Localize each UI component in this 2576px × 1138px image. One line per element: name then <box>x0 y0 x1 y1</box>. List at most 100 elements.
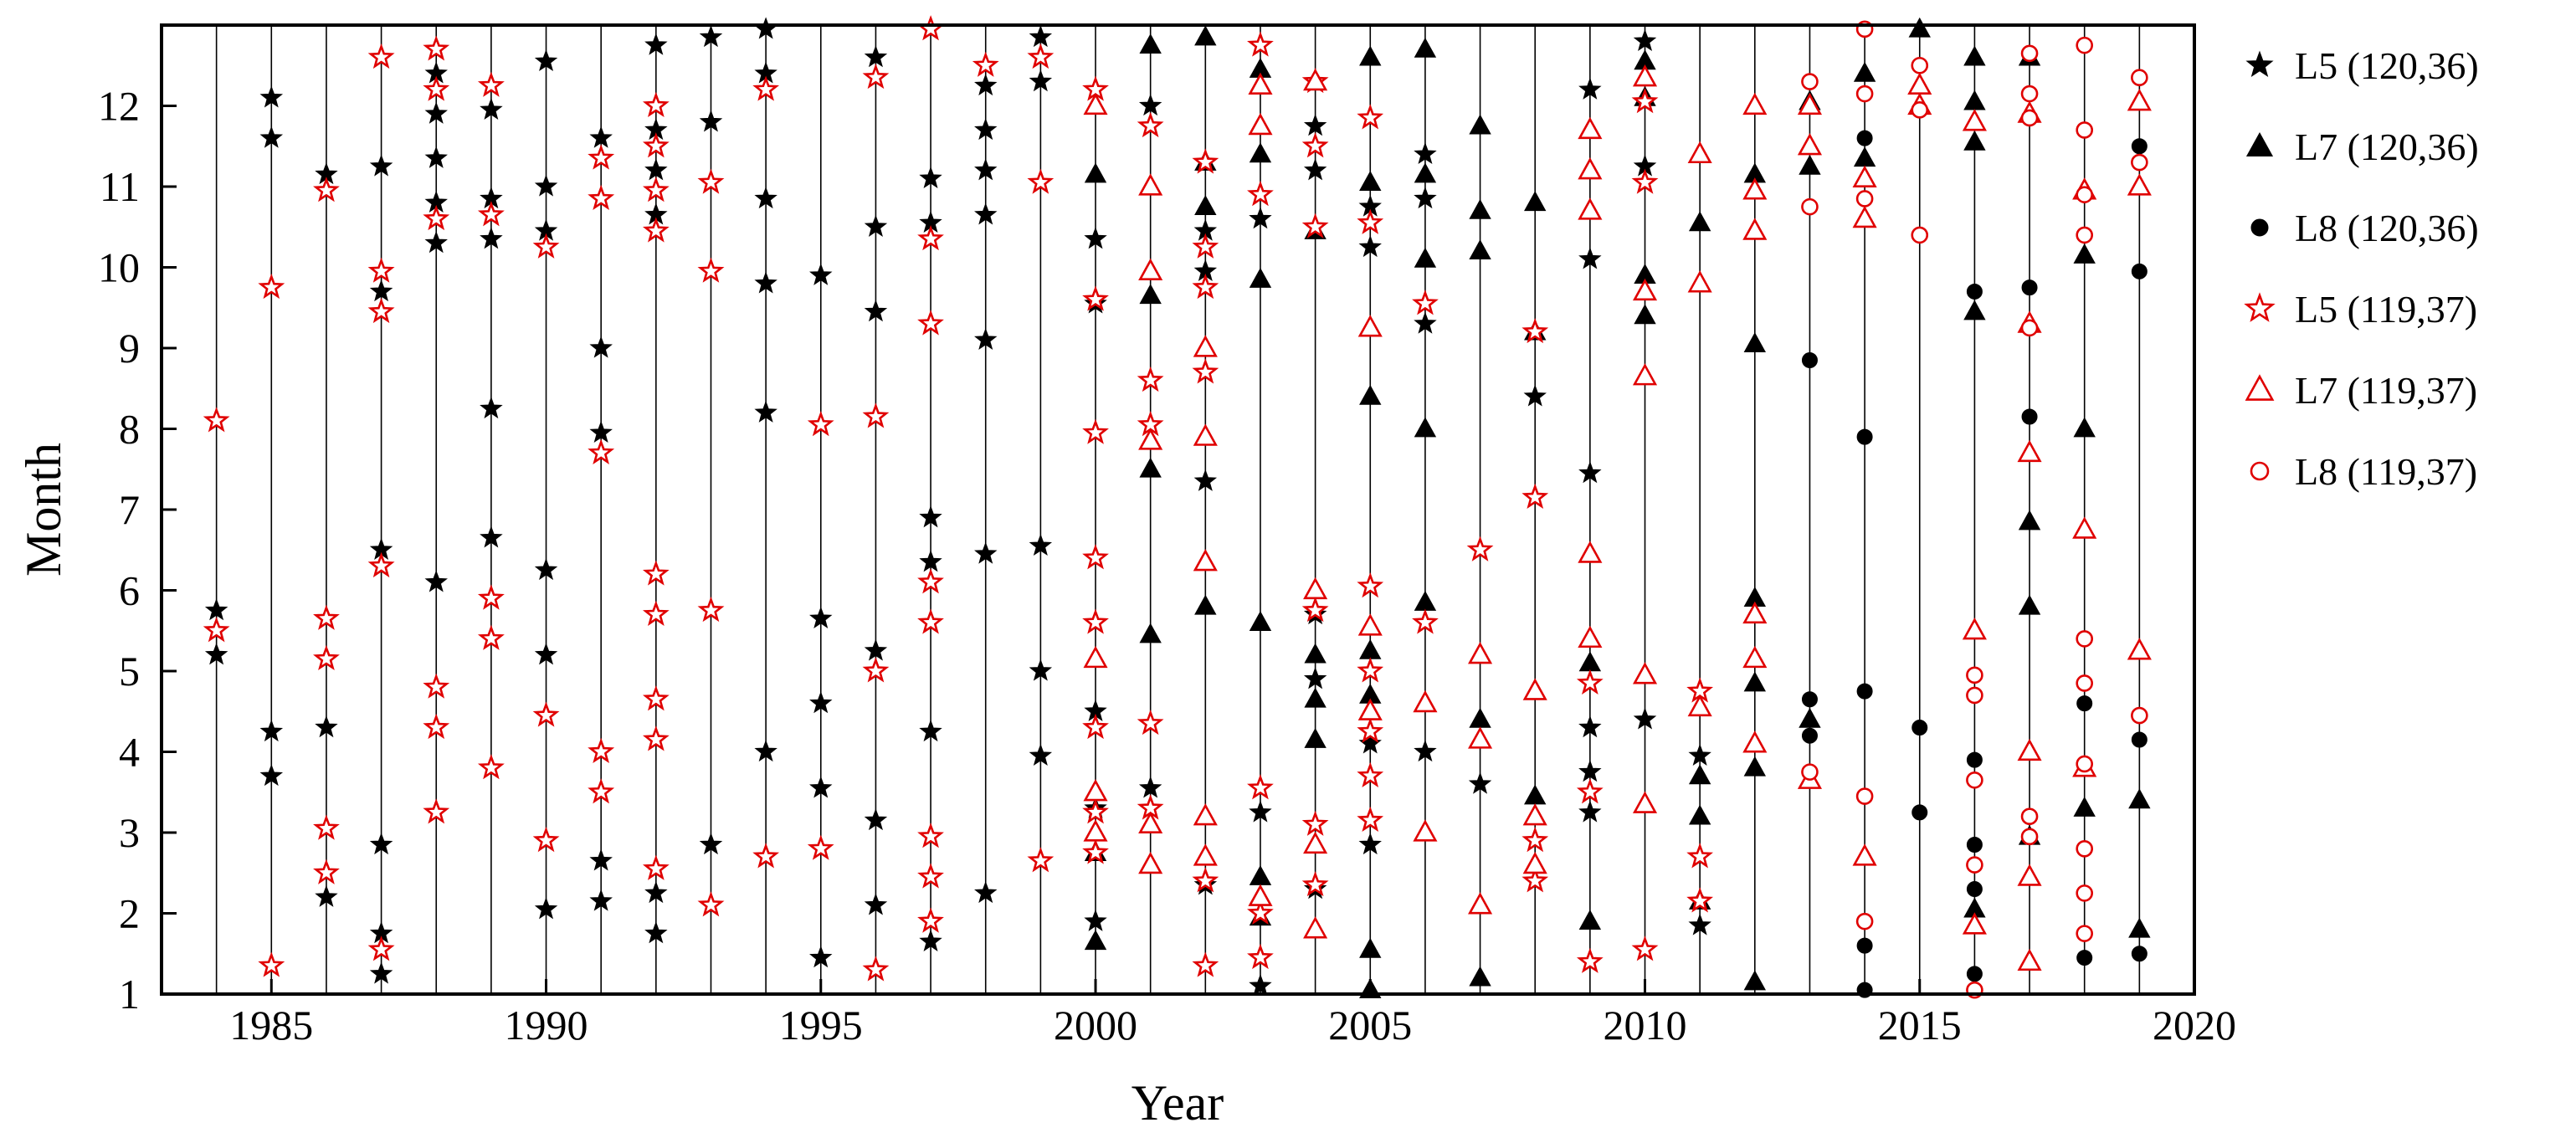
star-point <box>1357 572 1384 598</box>
star-point <box>534 49 558 72</box>
star-point <box>1249 800 1272 823</box>
triangle-point <box>1359 638 1382 659</box>
circle-point <box>1911 101 1929 119</box>
circle-point <box>2131 153 2148 172</box>
legend-entry: L8 (120,36) <box>2250 207 2479 249</box>
star-point <box>807 410 834 437</box>
y-tick-label: 2 <box>119 890 140 937</box>
star-point <box>367 936 395 961</box>
triangle-point <box>2017 864 2042 886</box>
triangle-point <box>2127 638 2152 660</box>
star-point <box>367 297 395 324</box>
star-point <box>1686 843 1714 869</box>
star-point <box>1082 838 1109 864</box>
circle-point <box>1911 56 1929 74</box>
star-point <box>1247 899 1274 925</box>
legend-label: L7 (119,37) <box>2295 369 2477 412</box>
star-point <box>1249 973 1272 997</box>
y-tick-label: 12 <box>98 83 140 130</box>
circle-point <box>1855 912 1874 930</box>
triangle-point <box>2017 948 2042 971</box>
triangle-point <box>1138 258 1163 280</box>
triangle-point <box>1194 594 1217 615</box>
star-point <box>367 43 395 69</box>
star-point <box>1414 740 1437 762</box>
triangle-point <box>1962 618 1987 640</box>
star-point <box>1357 761 1384 788</box>
x-tick-label: 2005 <box>1328 1002 1412 1048</box>
circle-point <box>1966 836 1983 853</box>
triangle-point <box>1963 90 1986 110</box>
star-point <box>917 823 944 848</box>
triangle-point <box>1193 549 1218 572</box>
triangle-point <box>1522 678 1547 700</box>
star-point <box>697 891 725 917</box>
star-point <box>752 75 780 101</box>
triangle-point <box>1963 130 1986 151</box>
star-point <box>480 525 503 548</box>
triangle-point <box>1193 335 1218 357</box>
star-point <box>642 177 670 202</box>
legend-label: L5 (120,36) <box>2295 44 2479 87</box>
star-point <box>1688 913 1711 936</box>
triangle-point <box>1248 112 1273 136</box>
star-point <box>1192 233 1219 259</box>
star-point <box>1192 951 1219 977</box>
triangle-point <box>1414 37 1437 58</box>
star-point <box>917 224 944 251</box>
triangle-point <box>1083 645 1108 669</box>
triangle-point <box>1414 247 1437 268</box>
star-point <box>589 889 613 911</box>
x-axis-title: Year <box>1131 1075 1224 1130</box>
triangle-point <box>1303 577 1328 600</box>
triangle-point <box>1963 300 1986 320</box>
triangle-point <box>1083 819 1108 842</box>
circle-point <box>1855 190 1874 208</box>
star-point <box>369 154 393 177</box>
triangle-point <box>2017 439 2042 463</box>
star-point <box>1082 418 1109 444</box>
triangle-point <box>1522 851 1547 874</box>
triangle-point <box>1084 162 1107 183</box>
circle-point <box>2020 807 2039 826</box>
star-point <box>1576 778 1604 804</box>
triangle-point <box>1359 45 1382 66</box>
star-point <box>642 725 670 751</box>
triangle-point <box>1357 698 1383 720</box>
triangle-point <box>1578 157 1603 180</box>
circle-point <box>1966 966 1983 982</box>
triangle-point <box>1688 211 1711 232</box>
star-point <box>1082 608 1109 634</box>
star-point <box>697 168 725 194</box>
star-point <box>974 880 998 904</box>
star-point <box>1357 208 1384 234</box>
star-point <box>752 843 780 869</box>
triangle-point <box>1687 694 1712 717</box>
triangle-point <box>1469 239 1491 260</box>
triangle-point <box>1083 92 1108 115</box>
star-point <box>1249 207 1272 229</box>
star-point <box>369 279 393 302</box>
triangle-point <box>1742 730 1768 753</box>
triangle-point <box>1632 363 1658 386</box>
triangle-point <box>1742 92 1768 115</box>
star-point <box>1082 285 1109 311</box>
triangle-point <box>1249 142 1272 163</box>
star-point <box>917 907 944 933</box>
star-point <box>1247 943 1274 970</box>
circle-point <box>1801 197 1819 216</box>
star-point <box>1082 544 1109 570</box>
star-point <box>259 764 284 787</box>
star-point <box>1631 936 1659 961</box>
y-tick-label: 9 <box>119 325 140 372</box>
star-point <box>1414 311 1437 334</box>
star-point <box>917 15 944 41</box>
circle-point <box>2131 706 2148 725</box>
triangle-point <box>1083 779 1108 802</box>
circle-point <box>1856 937 1873 954</box>
star-point <box>1688 743 1711 766</box>
star-point <box>644 880 668 904</box>
star-point <box>1357 806 1384 832</box>
star-point <box>1301 132 1329 158</box>
circle-point <box>1801 727 1818 744</box>
